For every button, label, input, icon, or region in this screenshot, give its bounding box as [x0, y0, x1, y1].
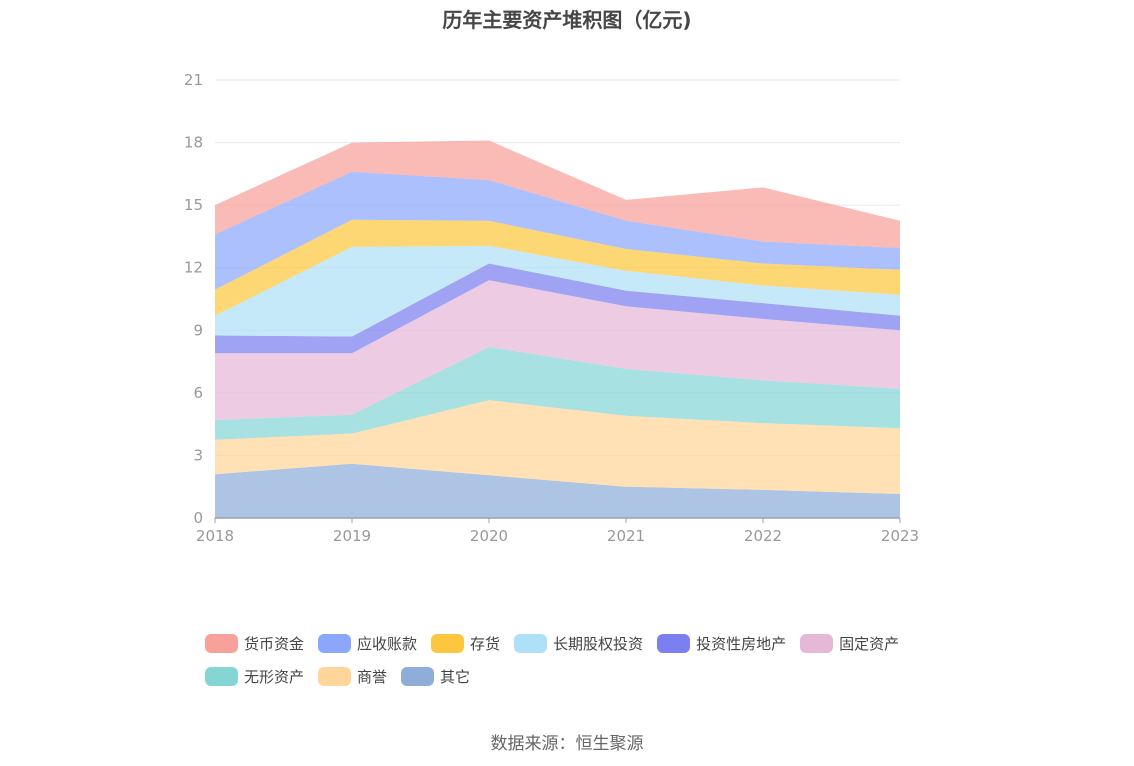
x-tick-label: 2021	[607, 527, 645, 545]
legend-label: 存货	[470, 634, 501, 653]
area-series-9	[215, 140, 900, 248]
legend-swatch	[431, 633, 465, 653]
area-series	[215, 140, 900, 518]
y-tick-label: 18	[184, 134, 203, 152]
area-series-6	[215, 245, 900, 337]
data-source-note: 数据来源：恒生聚源	[490, 734, 644, 754]
chart-title: 历年主要资产堆积图（亿元)	[442, 8, 692, 32]
legend-item-investment-property[interactable]: 投资性房地产	[657, 633, 786, 654]
legend-swatch	[205, 666, 238, 686]
legend-item-lt-equity-investment[interactable]: 长期股权投资	[514, 633, 643, 654]
legend-item-goodwill[interactable]: 商誉	[318, 666, 387, 687]
y-tick-label: 12	[184, 259, 203, 277]
y-tick-label: 21	[184, 71, 203, 89]
legend-row-2: 无形资产 商誉 其它	[205, 665, 965, 687]
legend-item-fixed-assets[interactable]: 固定资产	[800, 633, 899, 654]
x-tick-label: 2022	[744, 527, 782, 545]
x-tick-label: 2019	[333, 527, 371, 545]
legend-swatch	[401, 666, 435, 686]
area-series-5	[215, 263, 900, 354]
area-series-4	[215, 280, 900, 420]
y-tick-label: 9	[193, 321, 203, 339]
legend-swatch	[514, 633, 548, 653]
legend-label: 应收账款	[357, 634, 418, 653]
legend-row-1: 货币资金 应收账款 存货 长期股权投资 投资性房地产 固定资产	[205, 632, 965, 654]
legend-swatch	[657, 633, 691, 653]
axes: 0 3 6 9 12 15 18 21 2018 2019 2020 2021 2022 2023	[184, 71, 919, 545]
legend-swatch	[800, 633, 834, 653]
legend-swatch	[318, 666, 352, 686]
x-tick-label: 2020	[470, 527, 508, 545]
legend-item-intangible-assets[interactable]: 无形资产	[205, 666, 304, 687]
legend-label: 其它	[440, 667, 471, 686]
legend-item-cash[interactable]: 货币资金	[205, 633, 304, 654]
legend-label: 商誉	[357, 667, 388, 686]
legend-item-other[interactable]: 其它	[401, 666, 470, 687]
legend-label: 无形资产	[244, 667, 305, 686]
legend-item-inventory[interactable]: 存货	[431, 633, 500, 654]
legend-label: 长期股权投资	[553, 634, 644, 653]
legend-label: 固定资产	[839, 634, 900, 653]
y-tick-label: 0	[193, 509, 203, 527]
x-tick-label: 2018	[196, 527, 234, 545]
legend-swatch	[318, 633, 352, 653]
y-tick-label: 15	[184, 196, 203, 214]
legend-item-receivables[interactable]: 应收账款	[318, 633, 417, 654]
area-series-1	[215, 463, 900, 518]
legend: 货币资金 应收账款 存货 长期股权投资 投资性房地产 固定资产 无形资产	[205, 632, 965, 698]
y-tick-label: 3	[193, 446, 203, 464]
area-series-7	[215, 219, 900, 316]
area-series-8	[215, 171, 900, 290]
legend-label: 投资性房地产	[696, 634, 787, 653]
legend-swatch	[205, 633, 238, 653]
area-series-3	[215, 346, 900, 440]
y-tick-label: 6	[193, 384, 203, 402]
legend-label: 货币资金	[244, 634, 305, 653]
area-series-2	[215, 400, 900, 495]
x-tick-label: 2023	[881, 527, 919, 545]
